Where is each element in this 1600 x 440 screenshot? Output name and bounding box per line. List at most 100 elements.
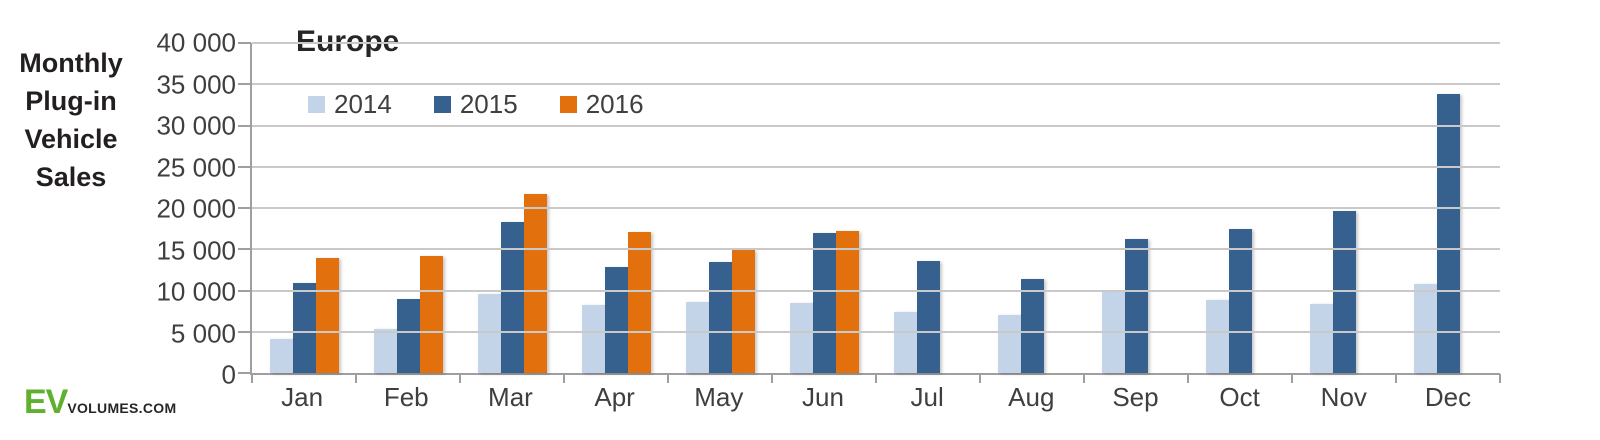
bar-2015-dec	[1436, 94, 1460, 373]
x-axis-label-feb: Feb	[383, 382, 429, 412]
x-axis-tick	[1291, 374, 1293, 383]
legend-item-2016: 2016	[559, 89, 644, 120]
y-axis-tick	[238, 42, 251, 44]
y-axis-tick	[238, 83, 251, 86]
x-axis-tick	[459, 374, 461, 383]
x-axis-tick	[1187, 374, 1189, 383]
legend-label-2014: 2014	[334, 89, 392, 119]
x-axis-tick	[1395, 374, 1397, 383]
y-axis-tick-label: 5 000	[170, 318, 236, 348]
bar-2014-oct	[1205, 300, 1229, 373]
month-group-apr	[564, 43, 668, 373]
gridline	[252, 289, 1500, 292]
bars-row	[252, 43, 1500, 373]
y-axis-tick	[238, 372, 251, 374]
y-axis-tick-label: 10 000	[156, 276, 236, 307]
x-axis-tick	[1083, 374, 1085, 383]
bar-2015-aug	[1020, 278, 1044, 373]
gridline	[252, 42, 1500, 44]
bar-2015-feb	[396, 298, 420, 373]
bar-2014-jun	[789, 302, 813, 373]
x-axis-tick	[979, 374, 981, 383]
gridline	[252, 207, 1500, 209]
bar-2014-feb	[373, 329, 397, 373]
x-axis-label-mar: Mar	[488, 382, 533, 412]
month-group-dec	[1396, 43, 1500, 373]
gridline	[252, 248, 1500, 251]
bar-2015-jun	[812, 232, 836, 373]
bar-2015-mar	[500, 222, 524, 373]
y-axis-tick	[238, 289, 251, 292]
bar-2015-oct	[1228, 228, 1252, 373]
y-axis-title: Monthly Plug-in Vehicle Sales	[19, 48, 123, 192]
x-axis-tick	[667, 374, 669, 383]
bar-2015-apr	[604, 266, 628, 373]
bar-2016-may	[731, 250, 755, 373]
bar-2016-jan	[315, 258, 339, 373]
month-group-oct	[1188, 43, 1292, 373]
x-axis-label-jul: Jul	[910, 382, 944, 412]
x-axis-label-nov: Nov	[1320, 382, 1367, 412]
y-axis-tick	[238, 165, 251, 168]
bar-2015-jan	[292, 283, 316, 373]
gridline	[252, 83, 1500, 86]
bar-2014-aug	[997, 315, 1021, 373]
bar-2014-nov	[1309, 303, 1333, 373]
month-group-feb	[356, 43, 460, 373]
legend-swatch-2015	[433, 96, 451, 113]
bar-2016-apr	[627, 231, 651, 373]
bar-2014-mar	[477, 293, 501, 373]
gridline	[252, 124, 1500, 127]
x-axis-tick	[771, 374, 773, 383]
legend: 2014 2015 2016	[308, 89, 644, 120]
y-axis-tick-label: 40 000	[156, 27, 236, 58]
bar-2014-dec	[1413, 283, 1437, 373]
bar-2014-jan	[269, 339, 293, 373]
y-axis-tick-label: 35 000	[156, 69, 236, 99]
gridline	[252, 165, 1500, 168]
x-axis-tick	[355, 374, 357, 383]
x-axis-label-oct: Oct	[1219, 382, 1260, 412]
x-axis-label-jun: Jun	[801, 382, 844, 412]
legend-label-2015: 2015	[459, 89, 518, 119]
x-axis-tick	[563, 374, 565, 383]
x-axis-label-dec: Dec	[1424, 382, 1472, 412]
y-axis-tick-label: 30 000	[156, 110, 236, 141]
x-axis-label-apr: Apr	[594, 382, 635, 412]
legend-item-2014: 2014	[308, 89, 392, 120]
y-axis-tick	[238, 248, 251, 251]
y-axis-tick-label: 25 000	[156, 152, 236, 182]
x-axis-tick	[1499, 374, 1501, 383]
x-axis-label-jan: Jan	[281, 382, 324, 412]
y-axis-tick-label: 15 000	[156, 235, 236, 265]
bar-2014-jul	[893, 311, 917, 373]
logo-volumes-text: VOLUMES.COM	[67, 400, 177, 416]
month-group-mar	[460, 43, 564, 373]
y-axis-labels: 40 000 35 000 30 000 25 000 20 000 15 000 10 0…	[0, 28, 236, 390]
month-group-jul	[876, 43, 980, 373]
x-axis-tick	[875, 374, 877, 383]
x-axis-tick	[251, 374, 253, 383]
bar-2014-may	[685, 302, 709, 373]
month-group-may	[668, 43, 772, 373]
x-axis-labels: Jan Feb Mar Apr May Jun Jul Aug Sep Oct Nov Dec	[250, 382, 1500, 413]
bar-2016-feb	[419, 255, 443, 373]
bar-2015-may	[708, 261, 732, 373]
bar-2016-jun	[835, 231, 859, 373]
x-axis-label-aug: Aug	[1008, 382, 1055, 412]
bar-2015-nov	[1332, 211, 1356, 373]
y-axis-tick	[238, 207, 251, 209]
gridline	[252, 330, 1500, 333]
legend-item-2015: 2015	[433, 89, 518, 120]
bar-2014-apr	[581, 304, 605, 373]
month-group-aug	[980, 43, 1084, 373]
x-axis-label-sep: Sep	[1112, 382, 1159, 412]
plot-area: Europe 2014 2015 2016	[238, 22, 1501, 383]
month-group-jun	[772, 43, 876, 373]
bar-2016-mar	[523, 193, 547, 373]
y-axis-tick-label: 20 000	[156, 193, 236, 224]
y-axis-tick-label: 0	[221, 359, 236, 390]
logo-ev-text: EV	[24, 383, 68, 421]
legend-swatch-2016	[559, 96, 577, 113]
